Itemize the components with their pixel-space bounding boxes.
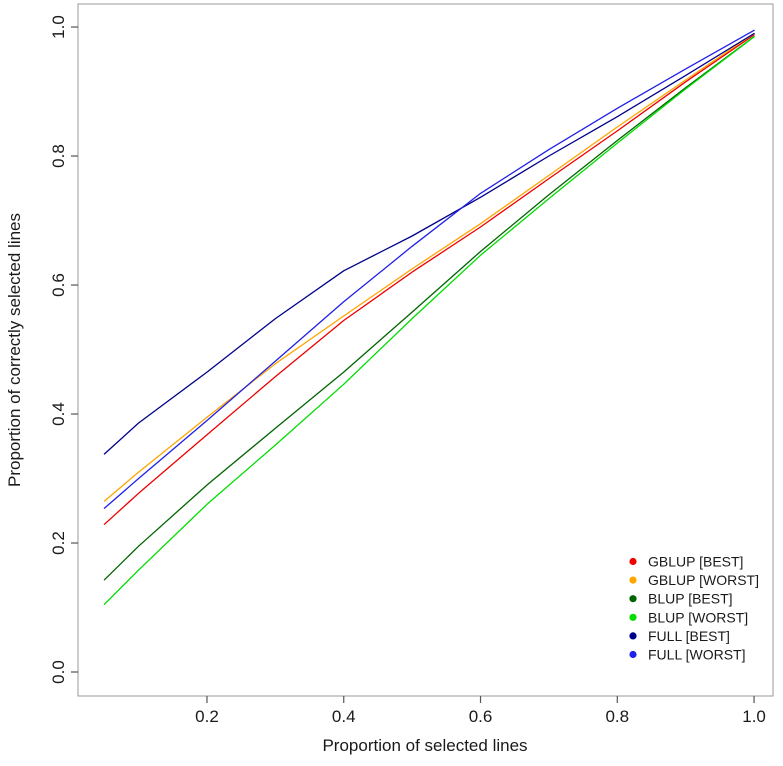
- series-line-gblup-best: [103, 34, 755, 525]
- y-tick-label: 0.4: [49, 402, 68, 426]
- series-line-gblup-worst: [103, 32, 755, 502]
- legend-item-label: BLUP [WORST]: [648, 609, 748, 625]
- x-tick-label: 0.4: [332, 707, 356, 726]
- x-axis-title: Proportion of selected lines: [322, 736, 527, 755]
- y-tick-label: 0.0: [49, 660, 68, 684]
- plot-box: [77, 3, 774, 697]
- y-axis-title: Proportion of correctly selected lines: [5, 213, 24, 487]
- legend-dot: [629, 595, 637, 603]
- legend: GBLUP [BEST] GBLUP [WORST] BLUP [BEST] BLUP…: [629, 554, 759, 663]
- axis-ticks: 0.2 0.4 0.6 0.8 1.0 0.0 0.2 0.4 0.6 0.8 1.0: [49, 15, 766, 726]
- legend-dot: [629, 632, 637, 640]
- x-tick-label: 0.2: [195, 707, 219, 726]
- series-line-blup-best: [103, 36, 755, 581]
- series-line-full-best: [103, 32, 755, 455]
- x-tick-label: 0.8: [605, 707, 629, 726]
- y-tick-label: 0.8: [49, 144, 68, 168]
- x-tick-label: 1.0: [742, 707, 766, 726]
- legend-item-label: GBLUP [WORST]: [648, 572, 759, 588]
- legend-dot: [629, 613, 637, 621]
- legend-dot: [629, 650, 637, 659]
- y-tick-label: 0.2: [49, 531, 68, 555]
- legend-item-label: FULL [BEST]: [648, 628, 730, 644]
- x-tick-label: 0.6: [469, 707, 493, 726]
- legend-item-label: GBLUP [BEST]: [648, 554, 743, 570]
- legend-item-label: BLUP [BEST]: [648, 591, 733, 607]
- y-tick-label: 1.0: [49, 15, 68, 39]
- series-lines: [103, 29, 755, 605]
- y-tick-label: 0.6: [49, 273, 68, 297]
- plot-area-border: [77, 3, 774, 697]
- legend-dot: [629, 576, 637, 584]
- legend-dot: [629, 557, 637, 566]
- series-line-blup-worst: [103, 36, 755, 605]
- series-line-full-worst: [103, 29, 755, 509]
- legend-item-label: FULL [WORST]: [648, 647, 746, 663]
